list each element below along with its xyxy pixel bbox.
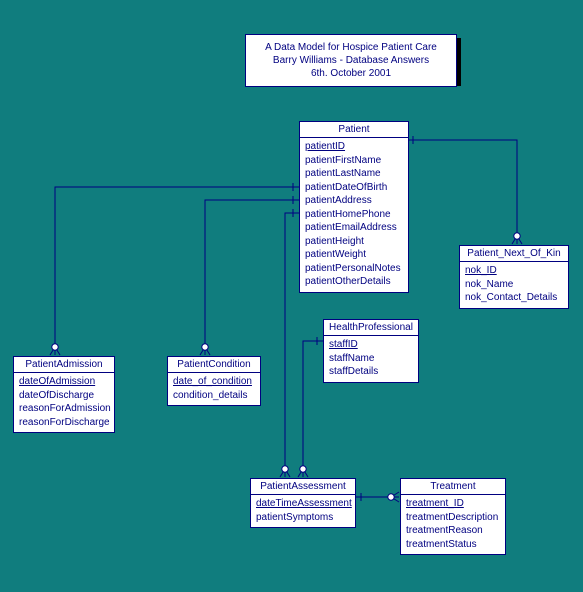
pk-field: treatment_ID [406,497,500,511]
entity-assessment: PatientAssessmentdateTimeAssessmentpatie… [250,478,356,528]
attr-field: patientHeight [305,235,403,249]
entity-attrs-nok: nok_IDnok_Namenok_Contact_Details [460,262,568,308]
pk-field: staffID [329,338,413,352]
entity-attrs-assessment: dateTimeAssessmentpatientSymptoms [251,495,355,527]
pk-field: dateOfAdmission [19,375,109,389]
pk-field: nok_ID [465,264,563,278]
attr-field: patientSymptoms [256,511,350,525]
attr-field: patientEmailAddress [305,221,403,235]
attr-field: patientLastName [305,167,403,181]
attr-field: patientOtherDetails [305,275,403,289]
attr-field: patientAddress [305,194,403,208]
entity-admission: PatientAdmissiondateOfAdmissiondateOfDis… [13,356,115,433]
attr-field: staffName [329,352,413,366]
entity-attrs-treatment: treatment_IDtreatmentDescriptiontreatmen… [401,495,505,554]
entity-attrs-health: staffIDstaffNamestaffDetails [324,336,418,382]
pk-field: date_of_condition [173,375,255,389]
pk-field: dateTimeAssessment [256,497,350,511]
attr-field: patientHomePhone [305,208,403,222]
attr-field: nok_Contact_Details [465,291,563,305]
attr-field: condition_details [173,389,255,403]
attr-field: patientDateOfBirth [305,181,403,195]
entity-patient: PatientpatientIDpatientFirstNamepatientL… [299,121,409,293]
entity-title-treatment: Treatment [401,479,505,495]
attr-field: reasonForDischarge [19,416,109,430]
attr-field: patientWeight [305,248,403,262]
attr-field: treatmentDescription [406,511,500,525]
attr-field: treatmentReason [406,524,500,538]
entity-attrs-condition: date_of_conditioncondition_details [168,373,260,405]
entity-attrs-admission: dateOfAdmissiondateOfDischargereasonForA… [14,373,114,432]
attr-field: treatmentStatus [406,538,500,552]
diagram-canvas: A Data Model for Hospice Patient Care Ba… [0,0,583,592]
entity-title-assessment: PatientAssessment [251,479,355,495]
entity-title-health: HealthProfessional [324,320,418,336]
entity-nok: Patient_Next_Of_Kinnok_IDnok_Namenok_Con… [459,245,569,309]
entity-title-nok: Patient_Next_Of_Kin [460,246,568,262]
entity-attrs-patient: patientIDpatientFirstNamepatientLastName… [300,138,408,292]
entity-health: HealthProfessionalstaffIDstaffNamestaffD… [323,319,419,383]
entity-title-condition: PatientCondition [168,357,260,373]
entity-title-patient: Patient [300,122,408,138]
entity-condition: PatientConditiondate_of_conditionconditi… [167,356,261,406]
attr-field: staffDetails [329,365,413,379]
pk-field: patientID [305,140,403,154]
attr-field: patientPersonalNotes [305,262,403,276]
entity-title-admission: PatientAdmission [14,357,114,373]
attr-field: dateOfDischarge [19,389,109,403]
attr-field: nok_Name [465,278,563,292]
attr-field: reasonForAdmission [19,402,109,416]
attr-field: patientFirstName [305,154,403,168]
entity-treatment: Treatmenttreatment_IDtreatmentDescriptio… [400,478,506,555]
